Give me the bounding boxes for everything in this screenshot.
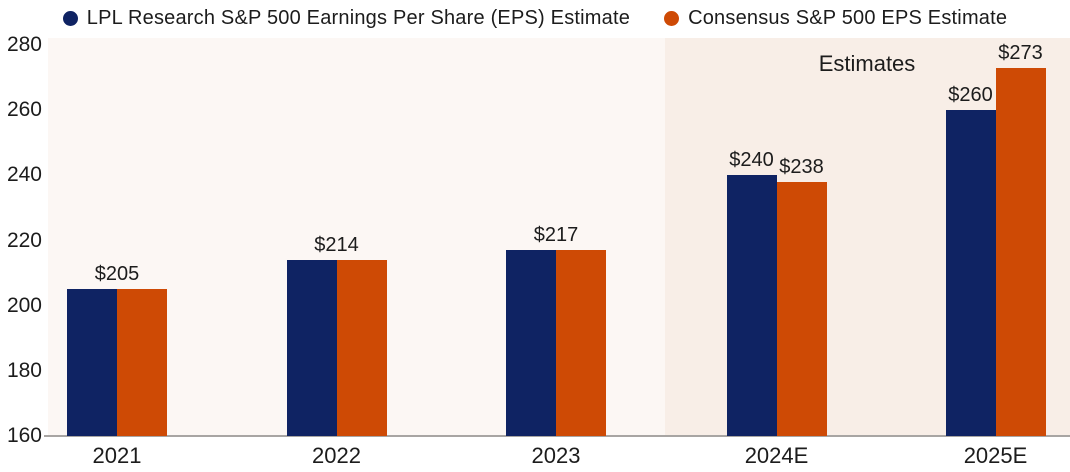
- y-tick-label: 240: [6, 163, 42, 187]
- bar-value-label: $260: [948, 84, 993, 107]
- y-tick-label: 160: [6, 424, 42, 447]
- bar-value-label: $273: [998, 41, 1043, 64]
- bar-consensus-2024E: [776, 181, 827, 436]
- y-tick-label: 180: [6, 358, 42, 382]
- x-axis-line: [44, 435, 1070, 437]
- bar-consensus-2021: [117, 289, 167, 436]
- bar-lpl-2021: [67, 289, 117, 436]
- bar-value-label: $238: [779, 155, 824, 178]
- y-tick-label: 200: [6, 293, 42, 317]
- legend-label-lpl: LPL Research S&P 500 Earnings Per Share …: [86, 6, 631, 29]
- bar-lpl-2022: [286, 260, 337, 436]
- x-axis-label-2022: 2022: [312, 443, 361, 468]
- x-axis-label-2025E: 2025E: [963, 443, 1028, 468]
- legend-label-consensus: Consensus S&P 500 EPS Estimate: [688, 6, 1008, 29]
- bar-value-label: $217: [533, 224, 579, 247]
- y-tick-label: 260: [6, 98, 42, 122]
- bar-value-label: $214: [314, 234, 359, 257]
- bar-lpl-2024E: [726, 175, 777, 436]
- bar-value-label: $205: [94, 263, 140, 286]
- bar-consensus-2023: [556, 250, 606, 436]
- x-axis-label-2021: 2021: [92, 443, 142, 468]
- bar-value-label: $240: [729, 149, 774, 172]
- bar-lpl-2023: [506, 250, 556, 436]
- y-tick-label: 220: [6, 228, 42, 252]
- legend-item-lpl: LPL Research S&P 500 Earnings Per Share …: [62, 6, 631, 30]
- x-axis-label-2023: 2023: [531, 443, 581, 468]
- y-tick-label: 280: [6, 33, 42, 56]
- lpl-series-swatch-icon: [62, 10, 78, 26]
- estimates-annotation: Estimates: [818, 51, 916, 76]
- bar-consensus-2025E: [995, 67, 1046, 436]
- legend-item-consensus: Consensus S&P 500 EPS Estimate: [664, 7, 1007, 30]
- bar-lpl-2025E: [945, 110, 996, 436]
- x-axis-label-2024E: 2024E: [744, 443, 809, 468]
- bar-consensus-2022: [336, 260, 387, 436]
- chart-legend: LPL Research S&P 500 Earnings Per Share …: [0, 4, 1070, 32]
- consensus-series-swatch-icon: [664, 10, 680, 26]
